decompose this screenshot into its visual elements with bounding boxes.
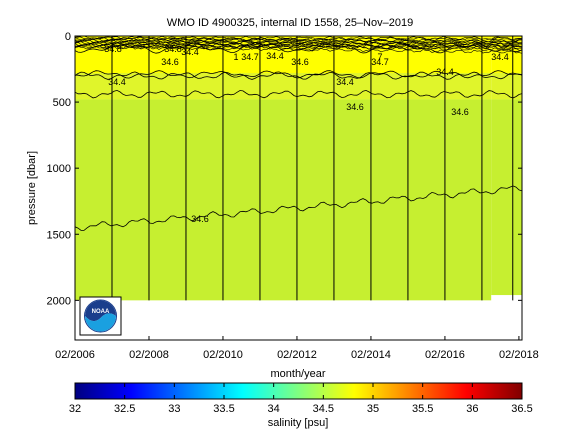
contour-label: 34.8 [104, 44, 122, 54]
contour-surface-2 [75, 36, 522, 41]
colorbar-gradient [74, 382, 523, 400]
contour-surface-7 [75, 40, 522, 45]
y-tick-label: 1000 [47, 163, 71, 175]
noaa-logo-text: NOAA [92, 309, 110, 315]
contour-34-8-0 [75, 42, 522, 54]
contour-surface-5 [75, 39, 522, 44]
colorbar-tick-label: 36.5 [511, 403, 532, 415]
profile-lines [111, 36, 514, 301]
y-ticks: 0 500 1000 1500 2000 [47, 31, 522, 307]
colorbar-tick-label: 32.5 [114, 403, 135, 415]
x-ticks: 02/2006 02/2008 02/2010 02/2012 02/2014 02/20… [55, 336, 539, 361]
y-tick-label: 1500 [47, 229, 71, 241]
contour-label: 34.6 [451, 107, 469, 117]
colorbar-tick-label: 33.5 [213, 403, 234, 415]
salinity-band-2-0 [75, 99, 492, 301]
contour-label: 34.4 [491, 52, 509, 62]
colorbar-tick-label: 33 [168, 403, 180, 415]
contour-label: 34.7 [371, 57, 389, 67]
colorbar-ticks: 32 32.5 33 33.5 34 34.5 35 35.5 36 36.5 [69, 383, 533, 415]
contour-labels: 34.8 34.8 34.4 34.734.6 34.634.634.434.434.4… [104, 44, 509, 224]
contour-label: 34.4 [108, 77, 126, 87]
x-tick-label: 02/2018 [499, 349, 539, 361]
x-tick-label: 02/2016 [425, 349, 465, 361]
colorbar-tick-label: 32 [69, 403, 81, 415]
y-tick-label: 0 [65, 31, 71, 43]
contour-label: 34.4 [336, 77, 354, 87]
contour-label: 34.6 [346, 102, 364, 112]
contour-label: 34.6 [161, 57, 179, 67]
contour-lines [75, 35, 522, 231]
contour-34-7-2 [75, 71, 522, 80]
colorbar-label: salinity [psu] [268, 417, 329, 429]
contour-label: 34.4 [436, 67, 454, 77]
x-tick-label: 02/2012 [277, 349, 317, 361]
contour-label: 34.8 [164, 44, 182, 54]
x-tick-label: 02/2008 [129, 349, 169, 361]
colorbar-tick-label: 35 [367, 403, 379, 415]
plot-area: 34.8 34.8 34.4 34.734.6 34.634.634.434.434.4… [47, 31, 539, 361]
contour-34-4-1 [75, 70, 522, 79]
colorbar: 32 32.5 33 33.5 34 34.5 35 35.5 36 36.5 salinity … [69, 382, 533, 429]
chart-title: WMO ID 4900325, internal ID 1558, 25–Nov… [167, 17, 413, 29]
plot-frame [74, 35, 523, 341]
x-tick-label: 02/2014 [351, 349, 391, 361]
contour-label: 1 [233, 52, 238, 62]
contour-label: 34.6 [191, 214, 209, 224]
contour-34-6-3 [75, 89, 522, 99]
x-tick-label: 02/2010 [203, 349, 243, 361]
colorbar-tick-label: 35.5 [412, 403, 433, 415]
contour-surface-12 [75, 45, 522, 54]
y-tick-label: 2000 [47, 295, 71, 307]
contour-surface-13 [75, 45, 522, 50]
contour-label: 34.6 [291, 57, 309, 67]
contour-34-6-4 [75, 185, 522, 231]
contour-label: 34.4 [181, 47, 199, 57]
contour-label: 7 [377, 52, 382, 62]
x-axis-label: month/year [270, 368, 325, 380]
colorbar-tick-label: 34 [268, 403, 280, 415]
contour-label: 34.4 [266, 51, 284, 61]
salinity-band-2-1 [491, 99, 522, 296]
x-tick-label: 02/2006 [55, 349, 95, 361]
contour-surface-8 [75, 41, 522, 46]
contour-label: 34.7 [241, 52, 259, 62]
y-tick-label: 500 [53, 97, 71, 109]
colorbar-tick-label: 36 [466, 403, 478, 415]
y-axis-label: pressure [dbar] [26, 151, 38, 225]
noaa-logo: NOAA [79, 296, 122, 336]
colorbar-tick-label: 34.5 [313, 403, 334, 415]
